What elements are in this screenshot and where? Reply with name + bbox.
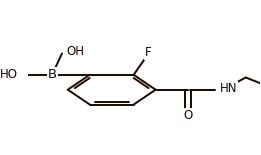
Text: HN: HN [220, 82, 237, 95]
Text: OH: OH [67, 45, 85, 58]
Text: B: B [48, 68, 57, 81]
Text: O: O [183, 109, 193, 122]
Text: HO: HO [0, 68, 18, 81]
Text: F: F [145, 46, 152, 59]
